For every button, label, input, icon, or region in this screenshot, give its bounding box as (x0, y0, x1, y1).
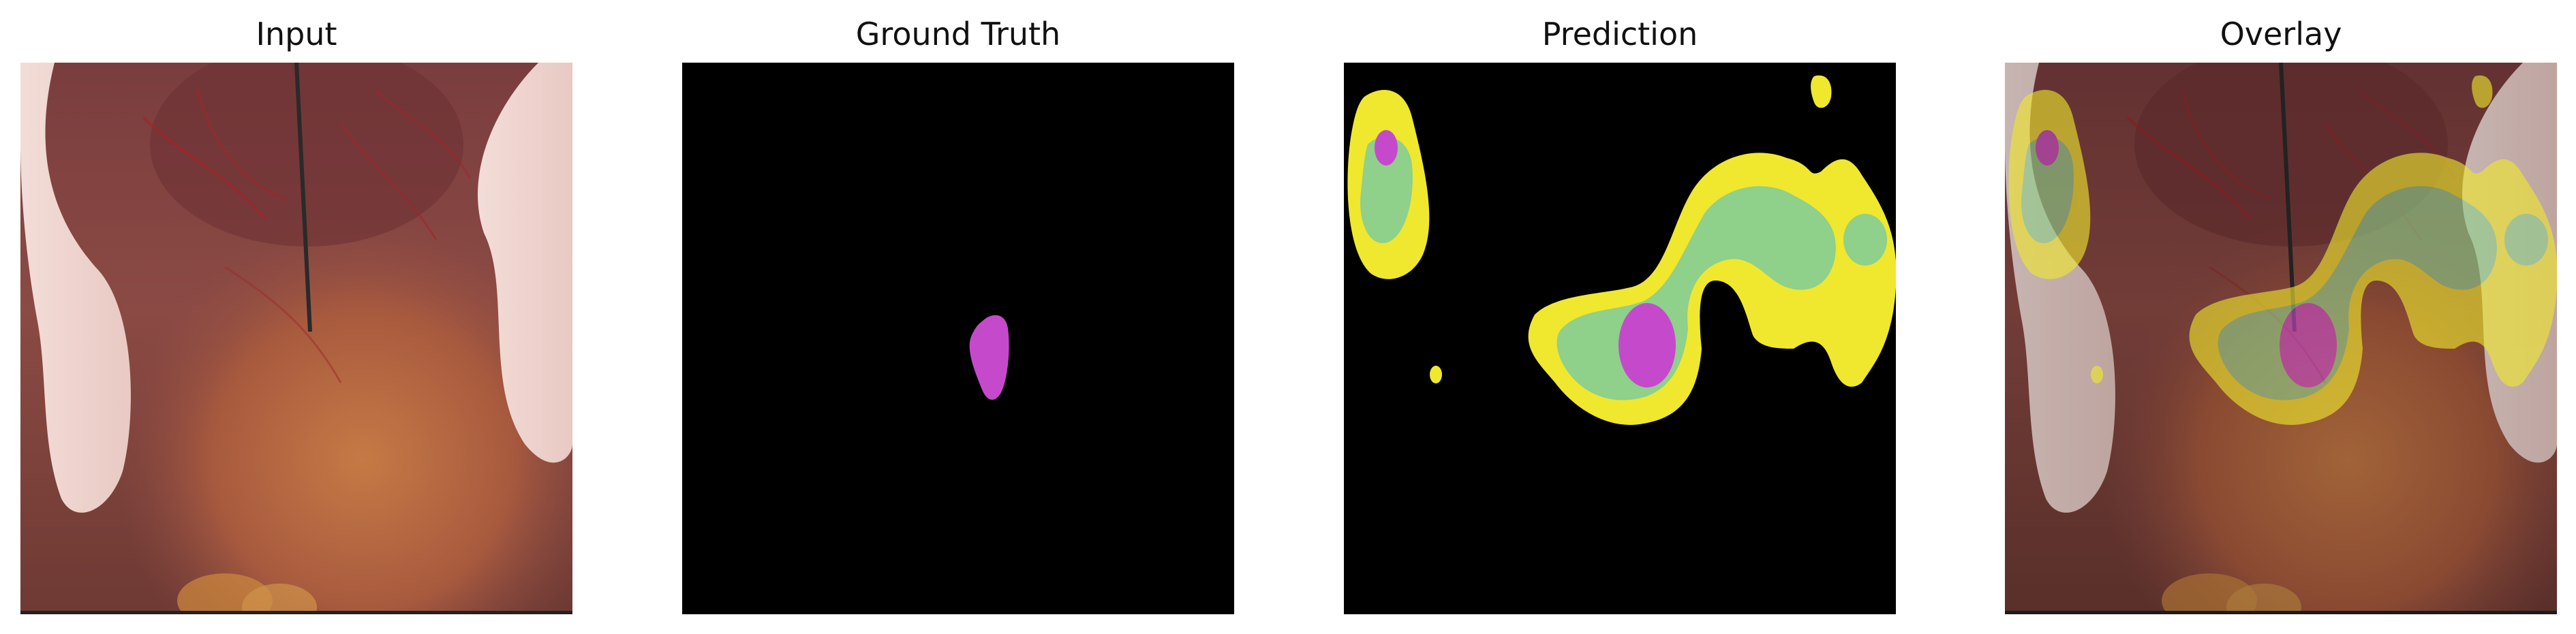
overlay-panel: Overlay (2005, 0, 2557, 634)
ground-truth-lesion (969, 315, 1009, 400)
input-image (20, 63, 572, 614)
ground-truth-panel: Ground Truth (682, 0, 1234, 634)
prediction-panel: Prediction (1344, 0, 1896, 634)
overlay-image (2005, 63, 2557, 614)
panel-title: Input (256, 16, 337, 52)
panel-title: Ground Truth (855, 16, 1061, 52)
input-panel: Input (20, 0, 572, 634)
ground-truth-mask (682, 63, 1234, 614)
panel-title: Overlay (2220, 16, 2342, 52)
panel-title: Prediction (1542, 16, 1698, 52)
prediction-mask (1344, 63, 1896, 614)
